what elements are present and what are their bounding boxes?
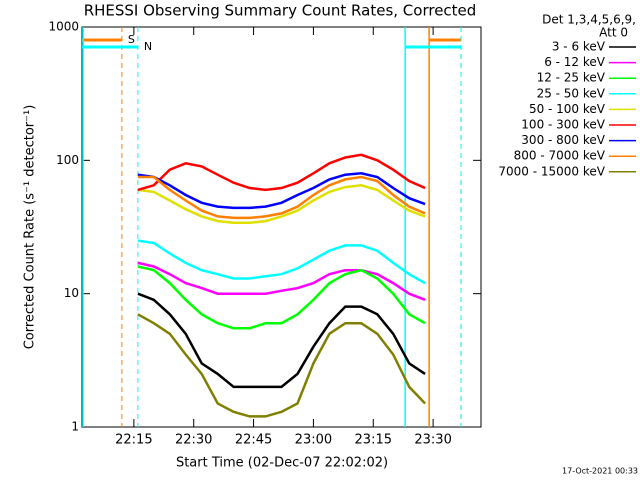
series-line [137,175,426,220]
x-tick-label: 23:30 [414,433,451,448]
x-tick-label: 23:00 [295,433,332,448]
legend-label: 300 - 800 keV [521,133,605,147]
series-line [137,153,426,192]
series-line [137,261,426,301]
series-line [137,313,427,418]
flag-label: N [144,40,152,53]
x-axis-label: Start Time (02-Dec-07 22:02:02) [176,456,388,471]
legend-header: Att 0 [599,26,628,40]
y-tick-label: 1 [71,420,79,434]
legend-label: 3 - 6 keV [552,40,606,54]
y-tick-label: 1000 [48,20,79,34]
x-tick-label: 22:45 [235,433,272,448]
footer: 17-Oct-2021 00:33 [562,467,638,476]
legend-label: 12 - 25 keV [537,71,606,85]
x-tick-label: 22:15 [115,433,152,448]
y-tick-label: 100 [56,153,79,167]
flag-label: S [128,33,135,46]
legend-header: Det 1,3,4,5,6,9, [542,13,636,27]
series-line [137,172,426,210]
legend-label: 25 - 50 keV [537,86,606,100]
chart-title: RHESSI Observing Summary Count Rates, Co… [84,2,477,20]
y-axis-label: Corrected Count Rate (s⁻¹ detector⁻¹) [23,105,38,350]
legend-label: 6 - 12 keV [544,55,606,69]
series-line [137,184,426,225]
series-line [137,239,426,285]
x-tick-label: 23:15 [355,433,392,448]
legend-label: 800 - 7000 keV [514,149,606,163]
plot-frame [81,26,482,428]
legend-label: 7000 - 15000 keV [498,164,605,178]
x-tick-label: 22:30 [175,433,212,448]
legend-label: 50 - 100 keV [529,102,606,116]
series-line [137,292,426,389]
series-line [137,265,426,330]
y-tick-label: 10 [64,286,79,300]
legend-label: 100 - 300 keV [521,118,605,132]
